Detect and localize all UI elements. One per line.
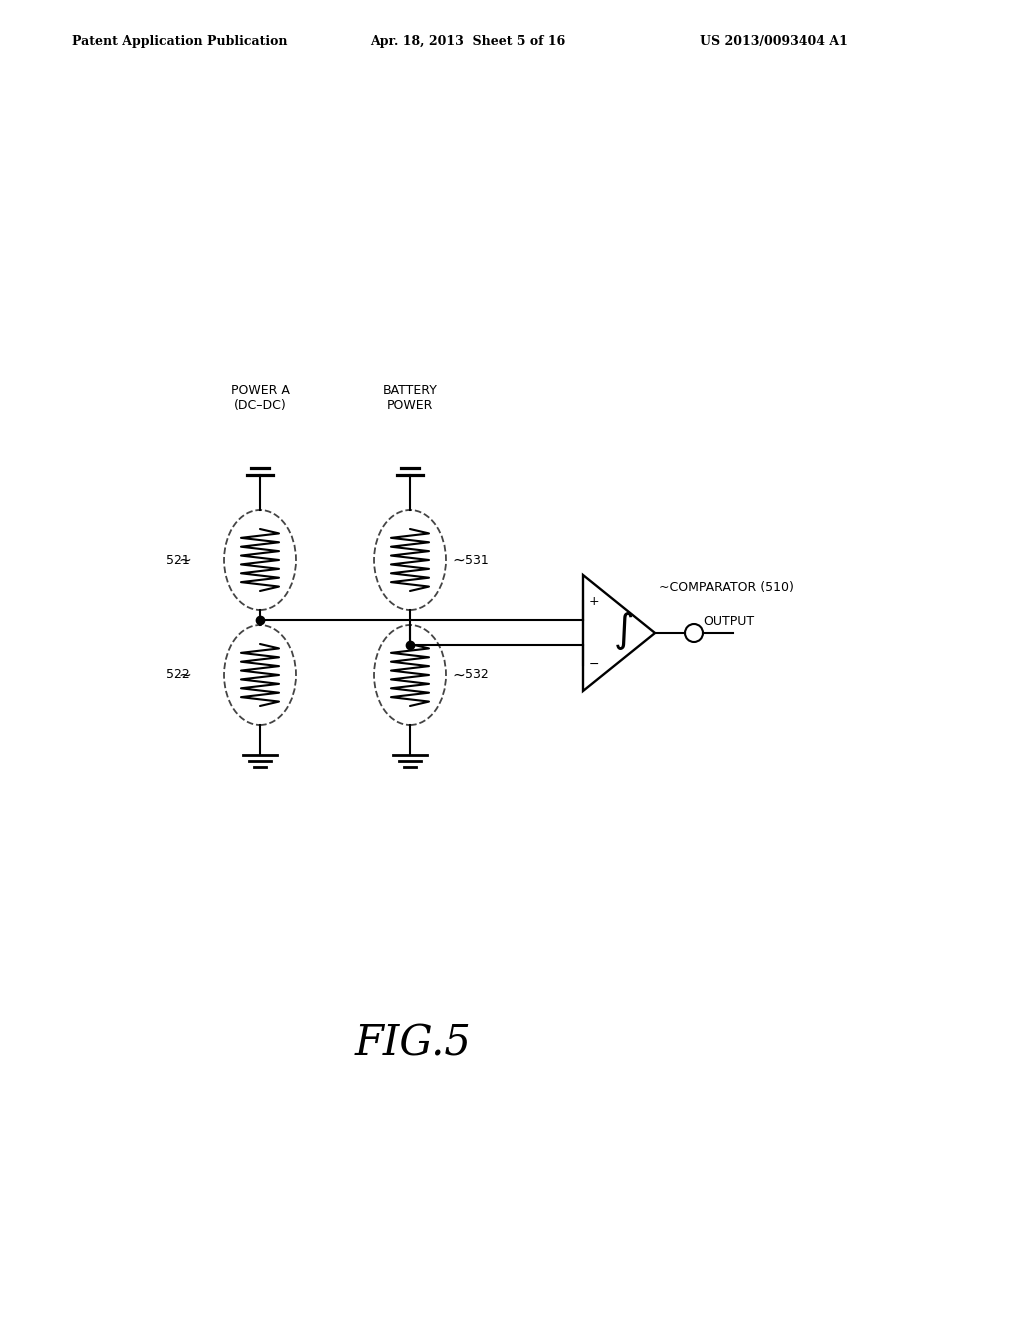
Text: 522: 522: [166, 668, 190, 681]
Text: +: +: [589, 594, 600, 607]
Text: BATTERY
POWER: BATTERY POWER: [383, 384, 437, 412]
Text: $\int$: $\int$: [613, 610, 633, 652]
Text: 521: 521: [166, 553, 190, 566]
Text: ~: ~: [452, 553, 465, 568]
Text: ~: ~: [178, 668, 191, 682]
Text: FIG.5: FIG.5: [355, 1023, 472, 1065]
Text: Apr. 18, 2013  Sheet 5 of 16: Apr. 18, 2013 Sheet 5 of 16: [370, 36, 565, 48]
Text: ~COMPARATOR (510): ~COMPARATOR (510): [659, 581, 794, 594]
Text: OUTPUT: OUTPUT: [703, 615, 754, 628]
Text: 532: 532: [465, 668, 488, 681]
Text: Patent Application Publication: Patent Application Publication: [72, 36, 288, 48]
Text: US 2013/0093404 A1: US 2013/0093404 A1: [700, 36, 848, 48]
Text: POWER A
(DC–DC): POWER A (DC–DC): [230, 384, 290, 412]
Text: 531: 531: [465, 553, 488, 566]
Text: −: −: [589, 659, 599, 672]
Text: ~: ~: [452, 668, 465, 682]
Text: ~: ~: [178, 553, 191, 568]
